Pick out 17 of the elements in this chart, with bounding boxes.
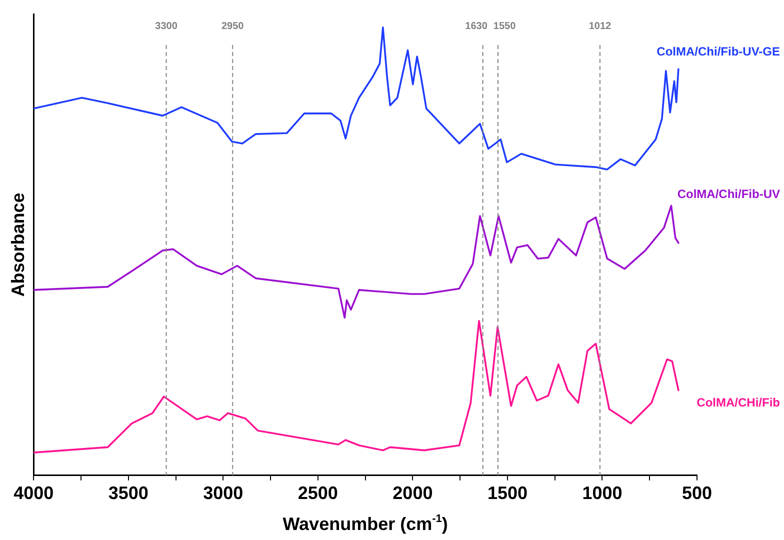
ref-line-label: 1550 xyxy=(493,20,516,32)
x-tick-label: 500 xyxy=(682,483,712,504)
series-label: ColMA/CHi/Fib xyxy=(696,396,780,410)
x-tick-label: 1500 xyxy=(487,483,528,504)
ref-line-label: 1012 xyxy=(588,20,612,32)
series-label: ColMA/Chi/Fib-UV xyxy=(677,187,780,202)
x-tick-label: 1000 xyxy=(582,483,622,504)
x-tick-label: 2000 xyxy=(392,483,433,504)
ref-line-label: 3300 xyxy=(155,20,178,32)
x-tick-label: 4000 xyxy=(14,483,54,504)
x-tick-label: 2500 xyxy=(298,483,338,504)
x-tick-label: 3000 xyxy=(203,483,244,504)
y-axis-title: Absorbance xyxy=(8,192,28,297)
x-tick-label: 3500 xyxy=(108,483,148,504)
ref-line-label: 2950 xyxy=(221,20,244,32)
ref-line-label: 1630 xyxy=(465,20,488,32)
series-label: ColMA/Chi/Fib-UV-GE xyxy=(656,44,780,58)
